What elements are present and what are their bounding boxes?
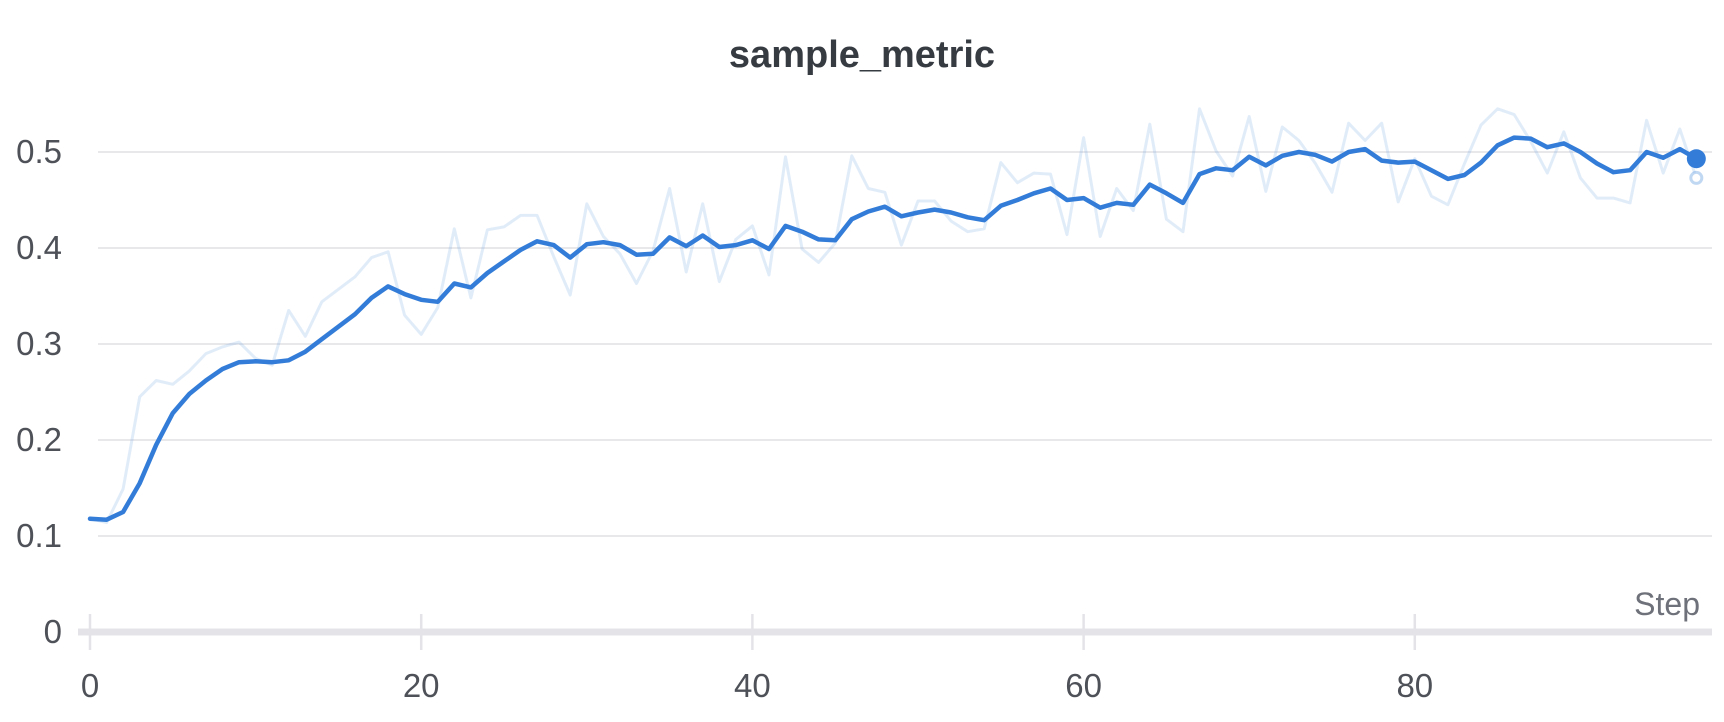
y-tick-label: 0.1 [16,517,62,554]
y-tick-label: 0.2 [16,421,62,458]
x-tick-label: 60 [1065,667,1102,704]
smoothed-series-line [87,135,1699,522]
raw-final-point-marker [1689,170,1704,185]
smoothed-final-point-marker [1686,149,1706,169]
y-tick-label: 0 [44,613,62,650]
y-tick-label: 0.5 [16,133,62,170]
x-axis-title: Step [1634,586,1700,622]
x-tick-label: 20 [403,667,440,704]
chart-title: sample_metric [728,34,996,76]
x-axis-bar [78,628,1712,636]
y-tick-label: 0.4 [16,229,62,266]
y-tick-label: 0.3 [16,325,62,362]
raw-series-line [88,107,1698,525]
x-tick-label: 0 [81,667,99,704]
x-tick-label: 40 [734,667,771,704]
x-tick-label: 80 [1396,667,1433,704]
